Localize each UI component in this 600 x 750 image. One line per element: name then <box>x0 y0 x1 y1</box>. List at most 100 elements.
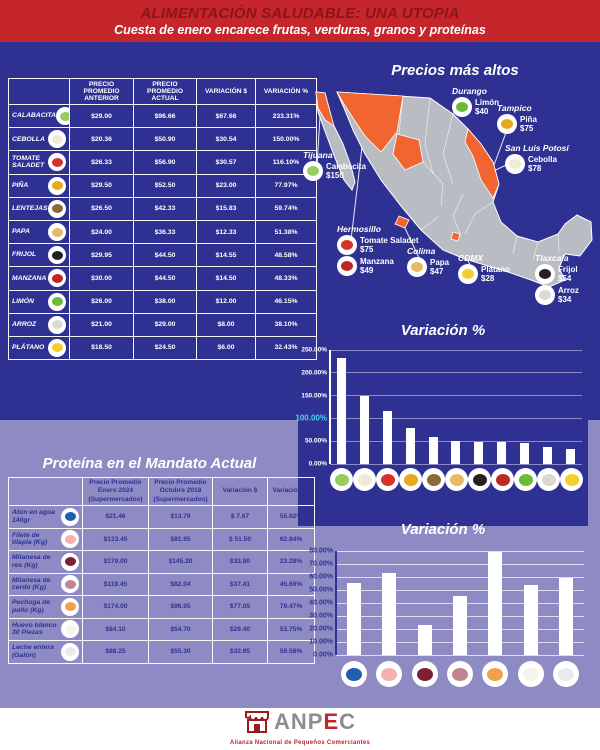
limon-icon <box>48 292 66 311</box>
city-name: Tlaxcala <box>535 253 569 263</box>
calabacita-icon <box>303 161 323 181</box>
price-value: $21.00 <box>69 312 134 337</box>
city-name: Hermosillo <box>337 224 381 234</box>
price-value: $29.00 <box>69 103 134 129</box>
price-value: $24.00 <box>69 219 134 245</box>
gridline <box>336 550 584 552</box>
bar-pollo <box>488 551 503 655</box>
state-borders <box>398 95 560 261</box>
page-subtitle: Cuesta de enero encarece frutas, verdura… <box>114 23 486 37</box>
city-name: San Luis Potosí <box>505 143 569 153</box>
price-value: 45.60% <box>267 572 315 596</box>
table-row: Atún en agua 140gr $21.46 $13.79 $ 7.67 55.6… <box>8 505 315 529</box>
y-tick-label: 20.00% <box>309 625 333 633</box>
price-value: $23.00 <box>196 173 256 198</box>
item-name: Papa <box>430 258 450 267</box>
price-value: 233.31% <box>255 103 317 129</box>
item-price: $49 <box>360 266 374 275</box>
price-value: $ 51.50 <box>212 527 268 551</box>
table-row: Huevo blanco 30 Piezas $84.10 $54.70 $29.40… <box>8 617 315 641</box>
item-price: $75 <box>520 124 534 133</box>
gridline <box>336 654 584 656</box>
map-label-durango: Durango Limón $40 <box>452 86 499 117</box>
food-name: Leche entera (Galón) <box>12 644 54 659</box>
price-value: $82.04 <box>148 572 213 596</box>
price-value: 59.74% <box>255 196 317 221</box>
bar-cebolla <box>359 395 369 464</box>
bar-manzana <box>497 441 507 464</box>
y-tick-label: 40.00% <box>309 599 333 607</box>
pollo-icon <box>482 661 509 687</box>
map-label-tijuana: Tijuana Calabacita $150 <box>303 150 366 181</box>
state-tamaulipas <box>464 128 500 199</box>
price-value: $30.00 <box>69 266 134 291</box>
price-value: $44.50 <box>133 243 197 268</box>
price-value: $14.55 <box>196 243 256 268</box>
map-item: Plátano $28 <box>458 264 510 284</box>
price-value: $54.70 <box>148 617 213 641</box>
atun-icon <box>340 661 367 687</box>
city-name: Durango <box>452 86 487 96</box>
logo-tagline: Alianza Nacional de Pequeños Comerciante… <box>229 740 371 746</box>
price-value: $32.95 <box>212 640 268 664</box>
price-value: $33.80 <box>212 550 268 574</box>
bar-papa <box>451 440 461 464</box>
variation-chart-produce: Variación % 0.00% 50.00% 100.00% 150.00% 200… <box>295 322 588 491</box>
header-banner: ALIMENTACIÓN SALUDABLE: UNA UTOPIA Cuest… <box>0 0 600 42</box>
food-name: Pechuga de pollo (Kg) <box>12 599 51 614</box>
food-name: Atún en agua 140gr <box>12 509 56 524</box>
item-name: Manzana <box>360 257 394 266</box>
huevo-icon <box>61 620 79 639</box>
map-item: Limón $40 <box>452 97 499 117</box>
city-name: Tijuana <box>303 150 333 160</box>
table-header-row: PRECIO PROMEDIO ANTERIOR PRECIO PROMEDIO … <box>8 78 317 105</box>
price-value: $133.45 <box>82 527 149 551</box>
frijol-icon <box>535 264 555 284</box>
price-value: $36.33 <box>133 219 197 245</box>
y-tick-label: 0.00% <box>308 460 327 468</box>
price-value: $37.41 <box>212 572 268 596</box>
produce-price-table: PRECIO PROMEDIO ANTERIOR PRECIO PROMEDIO … <box>8 78 317 361</box>
chart1-plot: 0.00% 50.00% 100.00% 150.00% 200.00% 250.00% <box>295 347 582 468</box>
cebolla-icon <box>48 130 66 149</box>
column-header: Variación $ <box>212 477 268 506</box>
food-name: Filete de tilapia (Kg) <box>12 531 48 547</box>
arroz-icon <box>537 468 560 491</box>
item-price: $40 <box>475 107 489 116</box>
y-axis <box>329 350 331 464</box>
price-value: 48.58% <box>255 243 317 268</box>
price-value: $14.50 <box>196 266 256 291</box>
gridline <box>330 417 582 419</box>
map-title: Precios más altos <box>391 62 519 79</box>
price-value: $77.05 <box>212 595 268 619</box>
item-name: Plátano <box>481 265 510 274</box>
y-tick-label: 250.00% <box>301 346 327 354</box>
map-item: Frijol $54 <box>535 264 579 284</box>
bar-huevo <box>523 585 538 655</box>
y-axis <box>335 551 337 655</box>
item-price: $150 <box>326 171 344 180</box>
chart1-category-icons <box>330 468 583 491</box>
table-row: CALABACITA $29.00 $96.66 $67.66 233.31% <box>8 103 317 129</box>
gridline <box>336 589 584 591</box>
page-title: ALIMENTACIÓN SALUDABLE: UNA UTOPIA <box>140 5 460 22</box>
map-label-hermosillo: Hermosillo Tomate Saladet $75 Manzana $49 <box>337 224 419 276</box>
y-tick-label: 50.00% <box>309 586 333 594</box>
state-baja-california <box>315 91 335 127</box>
bar-series <box>336 551 584 655</box>
leche-icon <box>553 661 580 687</box>
price-value: $12.33 <box>196 219 256 245</box>
price-value: 55.62% <box>267 505 315 529</box>
y-tick-label: 50.00% <box>304 437 327 445</box>
food-name: Milanesa de cerdo (Kg) <box>12 576 51 592</box>
item-price: $78 <box>528 164 542 173</box>
price-value: $145.20 <box>148 550 213 574</box>
mexico-map <box>315 91 593 288</box>
gridline <box>330 463 582 465</box>
bar-series <box>330 350 582 464</box>
limon-icon <box>452 97 472 117</box>
price-value: $56.90 <box>133 150 197 175</box>
item-name: Frijol <box>558 265 578 274</box>
res-icon <box>61 552 79 571</box>
price-value: 46.15% <box>255 289 317 314</box>
